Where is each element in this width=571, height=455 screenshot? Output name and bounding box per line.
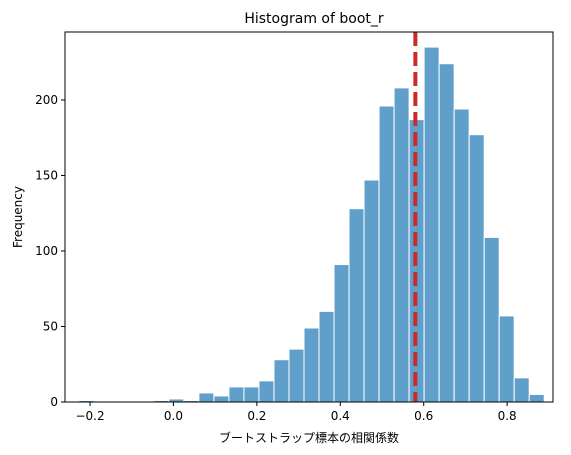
chart-title: Histogram of boot_r [244,11,384,27]
histogram-bar [333,264,350,403]
y-tick-label: 50 [43,319,58,333]
histogram-bar [318,310,335,403]
histogram-bar [528,393,545,403]
y-tick-label: 200 [35,93,58,107]
histogram-bar [393,87,410,403]
histogram-bar [228,386,245,403]
histogram-bar [363,179,380,403]
x-tick-label: 0.6 [414,409,433,423]
histogram-bar [378,105,395,403]
histogram-bar [498,315,515,403]
histogram-bar [303,327,320,403]
histogram-bar [288,348,305,403]
plot-area-frame [64,31,554,403]
x-tick-label: −0.2 [75,409,104,423]
x-tick-label: 0.8 [498,409,517,423]
bars-group [78,46,545,403]
histogram-bar [198,392,215,403]
y-tick-label: 100 [35,244,58,258]
histogram-bar [243,386,260,403]
y-axis: 0 50 100 150 200 [35,93,65,409]
x-tick-label: 0.2 [247,409,266,423]
histogram-bar [348,208,365,403]
histogram-bar [258,380,275,403]
x-axis: −0.2 0.0 0.2 0.4 0.6 0.8 [75,402,517,423]
histogram-bar [438,63,455,403]
histogram-bar [273,359,290,403]
x-tick-label: 0.4 [331,409,350,423]
histogram-bar [213,395,230,403]
y-axis-label: Frequency [11,186,25,248]
y-tick-label: 0 [50,395,58,409]
x-tick-label: 0.0 [164,409,183,423]
histogram-bar [423,46,440,403]
histogram-bar [453,108,470,403]
histogram-bar [483,236,500,403]
y-tick-label: 150 [35,168,58,182]
x-axis-label: ブートストラップ標本の相関係数 [219,430,399,445]
histogram-bar [513,377,530,403]
histogram-bar [468,134,485,403]
